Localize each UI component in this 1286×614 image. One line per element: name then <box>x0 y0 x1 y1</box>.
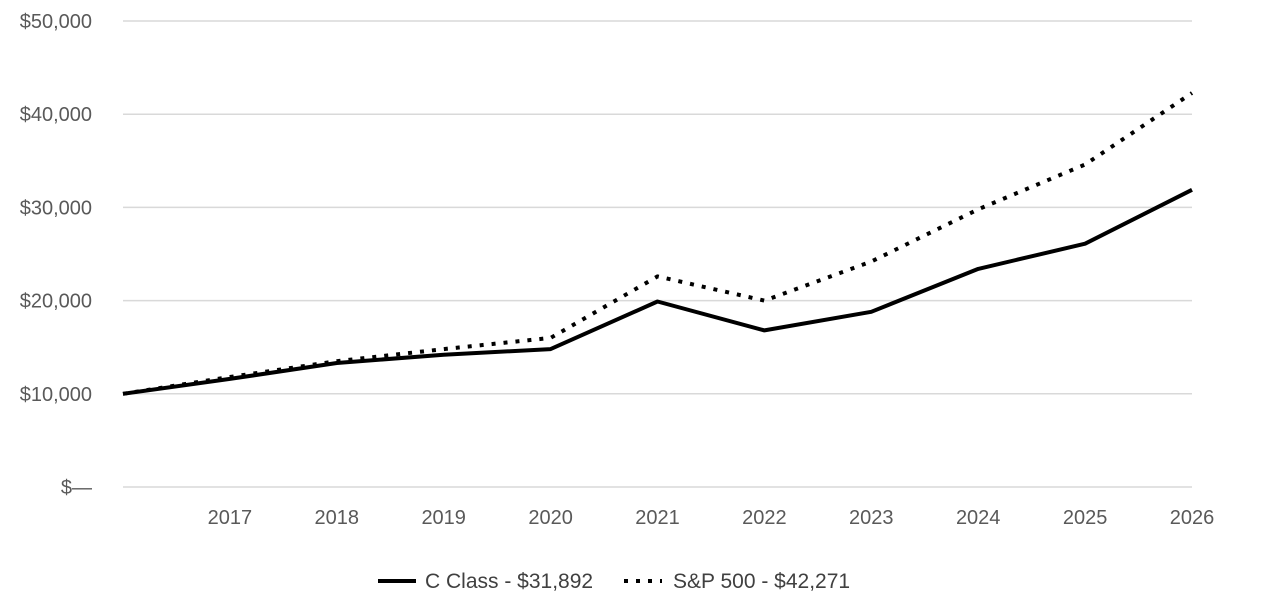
legend-label-c-class: C Class - $31,892 <box>425 570 593 593</box>
x-tick-label: 2026 <box>1170 507 1215 529</box>
x-tick-label: 2022 <box>742 507 787 529</box>
x-tick-label: 2020 <box>528 507 573 529</box>
legend: C Class - $31,892 S&P 500 - $42,271 <box>378 570 850 593</box>
x-tick-label: 2023 <box>849 507 894 529</box>
x-tick-label: 2024 <box>956 507 1001 529</box>
y-tick-label: $— <box>61 477 92 499</box>
x-tick-label: 2025 <box>1063 507 1108 529</box>
x-tick-label: 2021 <box>635 507 680 529</box>
x-tick-label: 2018 <box>315 507 360 529</box>
x-axis-tick-labels: 2017 2018 2019 2020 2021 2022 2023 2024 2025 2026 <box>208 507 1215 529</box>
series-lines <box>122 91 1194 396</box>
gridlines <box>123 20 1192 488</box>
y-tick-label: $30,000 <box>20 197 92 219</box>
legend-label-sp500: S&P 500 - $42,271 <box>673 570 850 593</box>
y-axis-tick-labels: $50,000 $40,000 $30,000 $20,000 $10,000 $— <box>20 11 92 499</box>
y-tick-label: $20,000 <box>20 291 92 313</box>
x-tick-label: 2017 <box>208 507 253 529</box>
y-tick-label: $50,000 <box>20 11 92 33</box>
x-tick-label: 2019 <box>421 507 466 529</box>
y-tick-label: $10,000 <box>20 384 92 406</box>
series-line-sp500 <box>122 91 1194 396</box>
series-line-c-class <box>122 188 1193 396</box>
y-tick-label: $40,000 <box>20 104 92 126</box>
